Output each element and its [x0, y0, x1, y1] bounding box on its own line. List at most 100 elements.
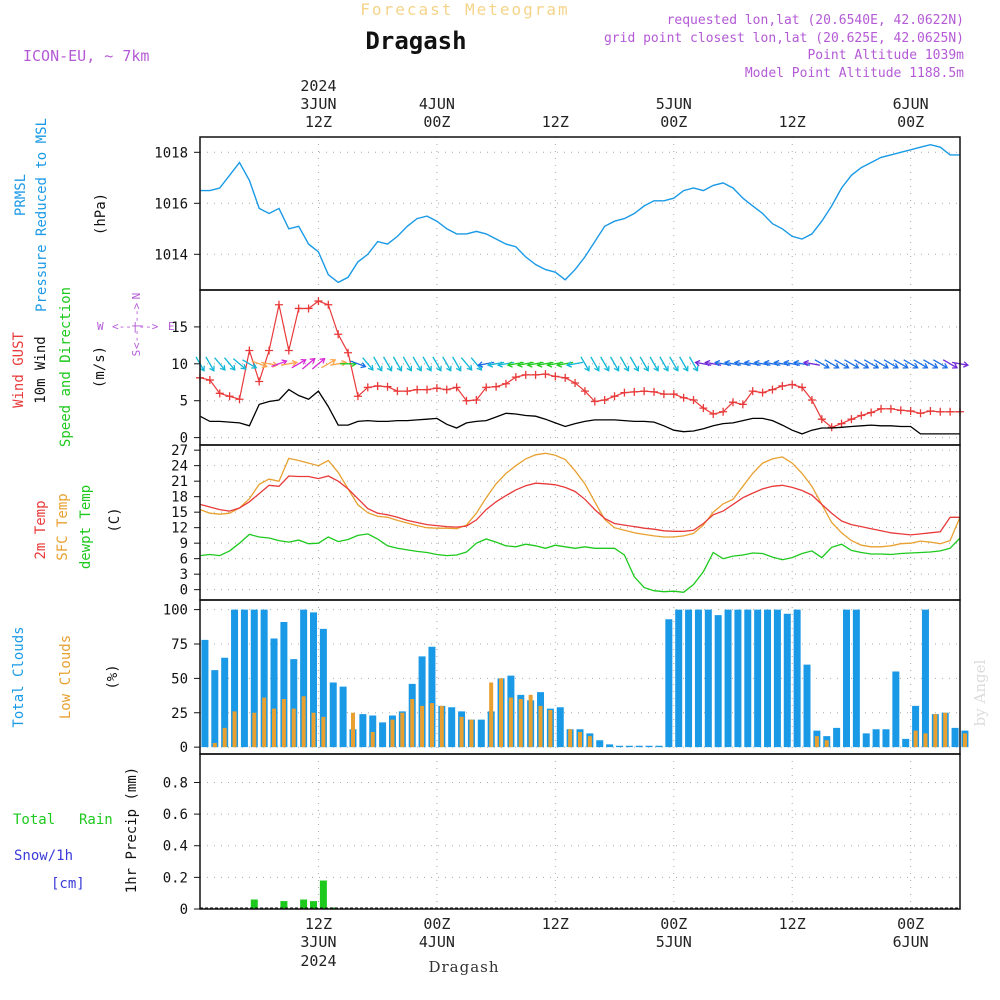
- wind-gust-point: [728, 398, 737, 407]
- low-clouds-bar: [528, 694, 533, 748]
- low-clouds-bar: [420, 705, 425, 748]
- wind-arrow-shaft: [330, 361, 347, 366]
- wind-gust-point: [403, 387, 412, 396]
- compass-ns-line: <--|-->: [130, 302, 143, 349]
- y-tick-label: 10: [171, 357, 188, 373]
- wind-arrow-head: [633, 365, 640, 372]
- wind-gust-point: [442, 385, 451, 394]
- wind-arrow-head: [853, 363, 860, 369]
- y-tick-label: 5: [180, 394, 188, 410]
- total-clouds-bar: [596, 740, 604, 748]
- wind-direction-arrow: [639, 356, 650, 372]
- low-clouds-bar: [429, 703, 434, 748]
- wind-gust-point: [926, 407, 935, 416]
- low-clouds-bar: [508, 697, 513, 748]
- wind-direction-arrow: [609, 356, 620, 372]
- total-clouds-bar: [615, 745, 623, 748]
- wind-direction-arrow: [659, 356, 669, 372]
- total-clouds-bar: [685, 609, 693, 748]
- wind-arrow-head: [341, 359, 348, 367]
- wind-arrow-head: [694, 359, 701, 367]
- compass-e: E: [168, 320, 175, 333]
- wind-arrow-head: [912, 363, 919, 369]
- y-tick-label: 27: [171, 443, 188, 459]
- wind-direction-arrow: [402, 356, 413, 372]
- bottom-time-label: 12Z: [779, 915, 806, 933]
- clouds-unit-label: (%): [105, 664, 121, 689]
- panel-0-grid: 1014 1016 1018: [154, 137, 960, 290]
- wind-gust-point: [393, 387, 402, 396]
- wind-gust-point: [867, 408, 876, 417]
- wind-gust-point: [462, 396, 471, 405]
- total-clouds-bar: [359, 714, 367, 748]
- total-clouds-bar: [704, 609, 712, 748]
- wind-arrow-shaft: [629, 356, 639, 372]
- wind-arrow-head: [466, 364, 473, 371]
- time-tick-label: 4JUN: [419, 95, 455, 113]
- wind-direction-arrow: [863, 359, 880, 369]
- rain-bar: [319, 880, 327, 909]
- low-clouds-bar: [410, 699, 415, 748]
- wind-gust-point: [719, 407, 728, 416]
- low-clouds-bar: [311, 712, 316, 748]
- wind-gust-point: [274, 300, 283, 309]
- y-tick-label: 3: [180, 567, 188, 583]
- wind-arrow-shaft: [261, 361, 278, 366]
- total-clouds-bar: [448, 707, 456, 748]
- wind-gust-point: [482, 383, 491, 392]
- wind-arrow-head: [802, 359, 809, 367]
- wind-arrow-shaft: [280, 361, 297, 366]
- low-clouds-bar: [252, 712, 257, 748]
- wind-arrow-shaft: [232, 358, 247, 370]
- wind-direction-arrow: [350, 360, 367, 369]
- wind-gust-point: [807, 395, 816, 404]
- wind-direction-arrow: [834, 359, 850, 369]
- wind-direction-arrow: [600, 356, 610, 372]
- temp-unit-label: (C): [107, 507, 123, 532]
- wind-gust-point: [837, 419, 846, 428]
- wind-direction-arrow: [824, 359, 840, 369]
- time-tick-label: 00Z: [660, 113, 687, 131]
- y-tick-label: 1014: [154, 247, 188, 263]
- y-tick-label: 0.4: [163, 839, 188, 855]
- snow-unit-label: [cm]: [51, 876, 85, 892]
- wind-arrow-head: [643, 365, 650, 372]
- wind-gust-point: [571, 379, 580, 387]
- wind-gust-point: [423, 385, 432, 394]
- wind-arrow-head: [623, 365, 630, 372]
- total-clouds-bar: [951, 727, 959, 748]
- wind-gust-point: [650, 387, 659, 396]
- wind-arrow-head: [367, 364, 374, 371]
- wind-direction-arrow: [382, 356, 393, 372]
- wind-arrow-shaft: [639, 356, 649, 372]
- wind-gust-point: [373, 381, 382, 390]
- total-clouds-bar: [211, 670, 219, 748]
- wind-gust-point: [600, 395, 609, 404]
- wind-arrow-head: [330, 358, 337, 365]
- low-clouds-bar: [400, 712, 405, 748]
- wind-arrow-shaft: [251, 360, 267, 368]
- wind-gust-point: [521, 370, 530, 379]
- y-tick-label: 6: [180, 552, 188, 568]
- wind-direction-arrow: [432, 356, 442, 372]
- wind-arrow-head: [902, 363, 909, 369]
- wind-gust-point: [383, 382, 392, 391]
- wind-arrow-shaft: [402, 356, 412, 372]
- top-time-label: 12Z: [779, 113, 806, 131]
- wind-arrow-head: [319, 357, 326, 364]
- rain-label: Rain: [79, 812, 113, 828]
- rain-bar: [329, 907, 337, 909]
- wind-arrow-shaft: [392, 356, 402, 372]
- wind-direction-arrow: [251, 360, 268, 369]
- wind-arrow-shaft: [679, 356, 689, 372]
- wind-arrow-head: [653, 365, 659, 372]
- total-clouds-bar: [734, 609, 742, 748]
- wind-arrow-head: [743, 359, 750, 367]
- wind-gust-point: [284, 346, 293, 355]
- total-clouds-bar: [379, 722, 387, 748]
- wind-direction-arrow: [649, 356, 659, 372]
- wind-arrow-shaft: [883, 359, 899, 369]
- wind-arrow-head: [594, 365, 600, 372]
- wind-gust-point: [541, 370, 550, 379]
